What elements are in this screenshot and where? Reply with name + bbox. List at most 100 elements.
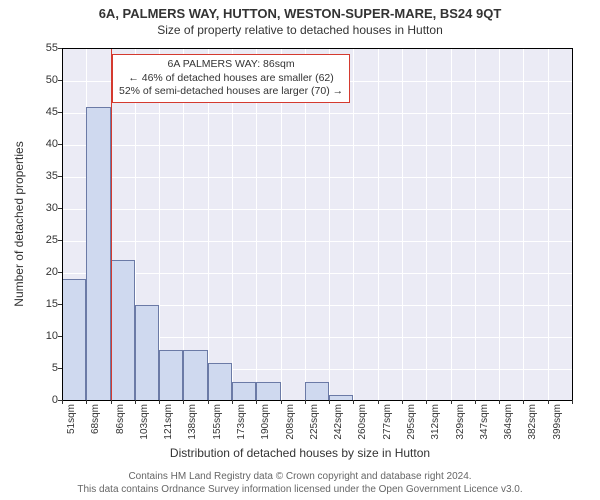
x-axis-label: Distribution of detached houses by size … xyxy=(0,446,600,460)
y-tick-mark xyxy=(58,336,62,337)
x-tick-mark xyxy=(475,400,476,404)
x-tick-mark xyxy=(159,400,160,404)
x-tick-label: 51sqm xyxy=(66,404,77,434)
histogram-bar xyxy=(62,279,86,401)
gridline-v xyxy=(426,49,427,401)
x-tick-mark xyxy=(256,400,257,404)
histogram-bar xyxy=(232,382,256,401)
x-tick-label: 121sqm xyxy=(163,404,174,440)
y-tick-label: 0 xyxy=(34,394,58,406)
chart-subtitle: Size of property relative to detached ho… xyxy=(0,23,600,37)
x-tick-mark xyxy=(111,400,112,404)
gridline-v xyxy=(451,49,452,401)
x-tick-mark xyxy=(523,400,524,404)
x-tick-mark xyxy=(135,400,136,404)
gridline-v xyxy=(499,49,500,401)
x-tick-label: 312sqm xyxy=(430,404,441,440)
y-tick-label: 35 xyxy=(34,170,58,182)
gridline-v xyxy=(353,49,354,401)
x-tick-label: 242sqm xyxy=(333,404,344,440)
y-tick-label: 10 xyxy=(34,330,58,342)
y-tick-mark xyxy=(58,208,62,209)
x-tick-label: 277sqm xyxy=(382,404,393,440)
y-tick-label: 15 xyxy=(34,298,58,310)
x-tick-mark xyxy=(281,400,282,404)
gridline-v xyxy=(475,49,476,401)
x-axis-line xyxy=(62,400,572,401)
histogram-bar xyxy=(135,305,159,401)
gridline-v xyxy=(523,49,524,401)
x-tick-label: 382sqm xyxy=(527,404,538,440)
y-tick-mark xyxy=(58,272,62,273)
x-tick-label: 260sqm xyxy=(357,404,368,440)
x-tick-label: 103sqm xyxy=(139,404,150,440)
y-tick-mark xyxy=(58,144,62,145)
x-tick-label: 364sqm xyxy=(503,404,514,440)
gridline-h xyxy=(62,145,572,146)
y-tick-label: 5 xyxy=(34,362,58,374)
x-tick-mark xyxy=(378,400,379,404)
x-tick-mark xyxy=(305,400,306,404)
x-tick-label: 138sqm xyxy=(187,404,198,440)
x-tick-mark xyxy=(402,400,403,404)
x-tick-mark xyxy=(86,400,87,404)
annotation-box: 6A PALMERS WAY: 86sqm ← 46% of detached … xyxy=(112,54,350,103)
x-tick-mark xyxy=(451,400,452,404)
x-tick-mark xyxy=(183,400,184,404)
y-tick-label: 45 xyxy=(34,106,58,118)
x-tick-label: 155sqm xyxy=(212,404,223,440)
histogram-bar xyxy=(208,363,232,401)
annotation-line1: 6A PALMERS WAY: 86sqm xyxy=(119,58,343,72)
histogram-bar xyxy=(183,350,207,401)
x-tick-label: 329sqm xyxy=(455,404,466,440)
histogram-bar xyxy=(86,107,110,401)
y-tick-mark xyxy=(58,112,62,113)
y-tick-mark xyxy=(58,304,62,305)
chart-title: 6A, PALMERS WAY, HUTTON, WESTON-SUPER-MA… xyxy=(0,0,600,21)
x-tick-label: 225sqm xyxy=(309,404,320,440)
y-tick-label: 50 xyxy=(34,74,58,86)
x-tick-label: 86sqm xyxy=(115,404,126,434)
gridline-v xyxy=(548,49,549,401)
gridline-v xyxy=(378,49,379,401)
y-tick-label: 55 xyxy=(34,42,58,54)
x-tick-mark xyxy=(232,400,233,404)
y-tick-label: 40 xyxy=(34,138,58,150)
gridline-h xyxy=(62,209,572,210)
y-tick-label: 30 xyxy=(34,202,58,214)
x-tick-label: 68sqm xyxy=(90,404,101,434)
histogram-chart: 6A, PALMERS WAY, HUTTON, WESTON-SUPER-MA… xyxy=(0,0,600,500)
x-tick-label: 295sqm xyxy=(406,404,417,440)
x-tick-mark xyxy=(329,400,330,404)
x-tick-mark xyxy=(208,400,209,404)
x-tick-mark xyxy=(499,400,500,404)
gridline-h xyxy=(62,113,572,114)
histogram-bar xyxy=(159,350,183,401)
histogram-bar xyxy=(305,382,329,401)
histogram-bar xyxy=(111,260,135,401)
y-axis-label: Number of detached properties xyxy=(12,141,26,306)
y-axis-line xyxy=(62,48,63,400)
histogram-bar xyxy=(256,382,280,401)
annotation-line2: ← 46% of detached houses are smaller (62… xyxy=(119,72,343,86)
footer-line1: Contains HM Land Registry data © Crown c… xyxy=(0,471,600,484)
y-tick-mark xyxy=(58,80,62,81)
x-tick-mark xyxy=(353,400,354,404)
chart-footer: Contains HM Land Registry data © Crown c… xyxy=(0,471,600,496)
x-tick-label: 208sqm xyxy=(285,404,296,440)
y-tick-label: 20 xyxy=(34,266,58,278)
gridline-h xyxy=(62,273,572,274)
x-tick-mark xyxy=(572,400,573,404)
footer-line2: This data contains Ordnance Survey infor… xyxy=(0,484,600,497)
y-tick-mark xyxy=(58,368,62,369)
y-tick-label: 25 xyxy=(34,234,58,246)
y-tick-mark xyxy=(58,48,62,49)
x-tick-label: 399sqm xyxy=(552,404,563,440)
annotation-line3: 52% of semi-detached houses are larger (… xyxy=(119,85,343,99)
y-tick-mark xyxy=(58,176,62,177)
x-tick-mark xyxy=(548,400,549,404)
gridline-v xyxy=(402,49,403,401)
x-tick-label: 190sqm xyxy=(260,404,271,440)
x-tick-mark xyxy=(62,400,63,404)
gridline-h xyxy=(62,241,572,242)
